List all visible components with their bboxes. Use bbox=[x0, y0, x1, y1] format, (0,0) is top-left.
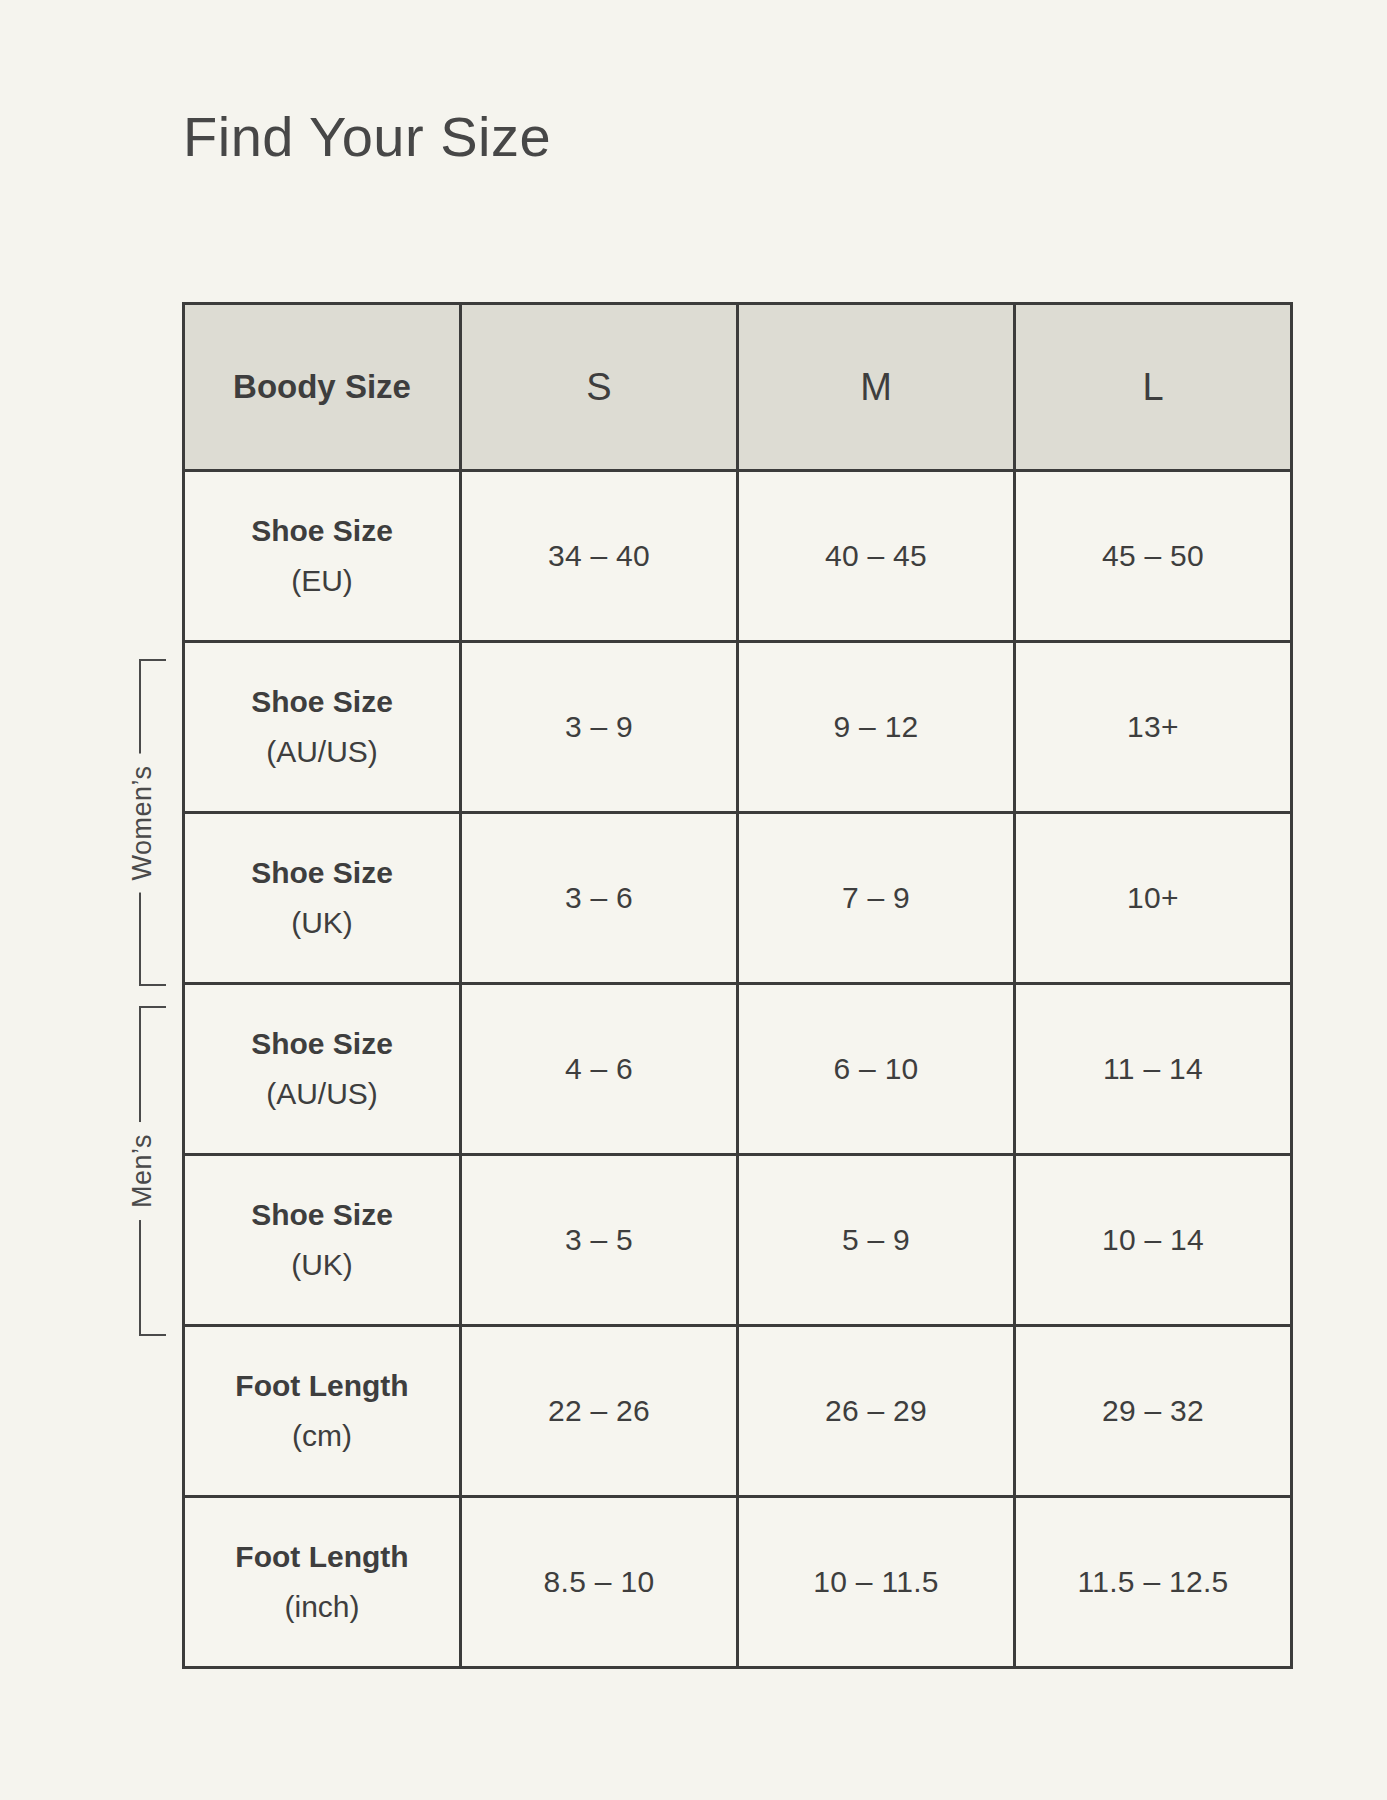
row-label-unit: (UK) bbox=[185, 1247, 459, 1283]
cell-m: 26 – 29 bbox=[738, 1326, 1015, 1497]
cell-m: 5 – 9 bbox=[738, 1155, 1015, 1326]
row-label: Shoe Size (EU) bbox=[184, 471, 461, 642]
row-label-name: Shoe Size bbox=[185, 1197, 459, 1233]
row-label-name: Shoe Size bbox=[185, 684, 459, 720]
table-row-foot-length-inch: Foot Length (inch) 8.5 – 10 10 – 11.5 11… bbox=[184, 1497, 1292, 1668]
cell-s: 8.5 – 10 bbox=[461, 1497, 738, 1668]
size-guide-page: Find Your Size Women’s Men’s Boody Size … bbox=[0, 0, 1387, 1800]
header-boody-size: Boody Size bbox=[184, 304, 461, 471]
row-label-name: Shoe Size bbox=[185, 855, 459, 891]
cell-m: 9 – 12 bbox=[738, 642, 1015, 813]
row-label-unit: (AU/US) bbox=[185, 1076, 459, 1112]
row-label-unit: (UK) bbox=[185, 905, 459, 941]
cell-l: 13+ bbox=[1015, 642, 1292, 813]
cell-s: 3 – 9 bbox=[461, 642, 738, 813]
cell-l: 11.5 – 12.5 bbox=[1015, 1497, 1292, 1668]
row-label-unit: (EU) bbox=[185, 563, 459, 599]
cell-l: 11 – 14 bbox=[1015, 984, 1292, 1155]
cell-s: 22 – 26 bbox=[461, 1326, 738, 1497]
table-row-womens-shoe-uk: Shoe Size (UK) 3 – 6 7 – 9 10+ bbox=[184, 813, 1292, 984]
row-label-unit: (AU/US) bbox=[185, 734, 459, 770]
mens-group-bracket: Men’s bbox=[139, 1006, 166, 1336]
cell-l: 10 – 14 bbox=[1015, 1155, 1292, 1326]
cell-l: 10+ bbox=[1015, 813, 1292, 984]
row-label: Foot Length (cm) bbox=[184, 1326, 461, 1497]
table-header-row: Boody Size S M L bbox=[184, 304, 1292, 471]
page-title: Find Your Size bbox=[183, 104, 551, 169]
row-label-name: Foot Length bbox=[185, 1368, 459, 1404]
row-label: Shoe Size (UK) bbox=[184, 813, 461, 984]
row-label-name: Foot Length bbox=[185, 1539, 459, 1575]
size-chart-table: Boody Size S M L Shoe Size (EU) 34 – 40 … bbox=[182, 302, 1293, 1669]
row-label: Shoe Size (UK) bbox=[184, 1155, 461, 1326]
row-label: Shoe Size (AU/US) bbox=[184, 642, 461, 813]
womens-group-label: Women’s bbox=[126, 753, 159, 892]
cell-m: 10 – 11.5 bbox=[738, 1497, 1015, 1668]
row-label-name: Shoe Size bbox=[185, 513, 459, 549]
cell-s: 4 – 6 bbox=[461, 984, 738, 1155]
table-row-foot-length-cm: Foot Length (cm) 22 – 26 26 – 29 29 – 32 bbox=[184, 1326, 1292, 1497]
womens-group-bracket: Women’s bbox=[139, 659, 166, 986]
cell-s: 3 – 5 bbox=[461, 1155, 738, 1326]
cell-s: 34 – 40 bbox=[461, 471, 738, 642]
header-size-s: S bbox=[461, 304, 738, 471]
header-size-m: M bbox=[738, 304, 1015, 471]
row-label: Shoe Size (AU/US) bbox=[184, 984, 461, 1155]
cell-m: 40 – 45 bbox=[738, 471, 1015, 642]
row-label-unit: (inch) bbox=[185, 1589, 459, 1625]
table-row-mens-shoe-auus: Shoe Size (AU/US) 4 – 6 6 – 10 11 – 14 bbox=[184, 984, 1292, 1155]
table-row-womens-shoe-auus: Shoe Size (AU/US) 3 – 9 9 – 12 13+ bbox=[184, 642, 1292, 813]
cell-l: 45 – 50 bbox=[1015, 471, 1292, 642]
mens-group-label: Men’s bbox=[126, 1122, 159, 1220]
table-row-mens-shoe-uk: Shoe Size (UK) 3 – 5 5 – 9 10 – 14 bbox=[184, 1155, 1292, 1326]
row-label-unit: (cm) bbox=[185, 1418, 459, 1454]
row-label: Foot Length (inch) bbox=[184, 1497, 461, 1668]
cell-m: 7 – 9 bbox=[738, 813, 1015, 984]
cell-m: 6 – 10 bbox=[738, 984, 1015, 1155]
cell-s: 3 – 6 bbox=[461, 813, 738, 984]
cell-l: 29 – 32 bbox=[1015, 1326, 1292, 1497]
row-label-name: Shoe Size bbox=[185, 1026, 459, 1062]
table-row-shoe-eu: Shoe Size (EU) 34 – 40 40 – 45 45 – 50 bbox=[184, 471, 1292, 642]
header-size-l: L bbox=[1015, 304, 1292, 471]
